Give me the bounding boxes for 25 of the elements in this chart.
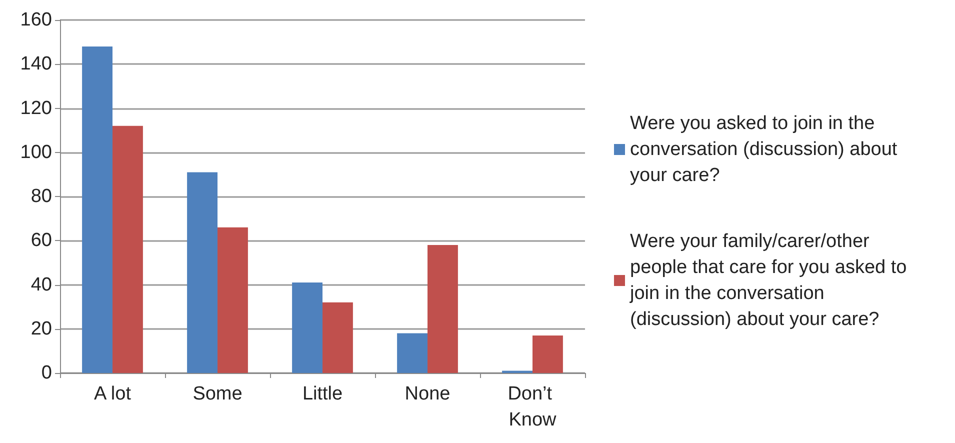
bar	[322, 302, 353, 373]
y-tick-label: 140	[20, 54, 52, 75]
bar	[218, 227, 248, 373]
legend-label: Were you asked to join in the conversation (discussion) about your care?	[630, 113, 902, 186]
bar	[532, 335, 563, 373]
bar	[397, 333, 428, 373]
x-tick-label: Little	[302, 384, 343, 404]
x-tick-label: Don’t Know	[508, 384, 558, 430]
legend-label: Were your family/carer/other people that care for you asked to join in the conversation (discussion) about your care?	[629, 231, 912, 330]
y-tick-label: 20	[30, 318, 52, 340]
bar	[82, 46, 112, 373]
y-tick-label: 80	[30, 186, 52, 207]
y-tick-label: 60	[30, 230, 52, 252]
bar	[187, 172, 218, 373]
x-tick-label: None	[404, 384, 450, 404]
bar	[112, 126, 143, 373]
y-tick-label: 160	[20, 10, 52, 30]
bar	[428, 245, 458, 373]
y-tick-label: 40	[30, 274, 52, 296]
x-tick-label: A lot	[94, 384, 132, 404]
bar	[292, 282, 322, 373]
y-tick-label: 0	[41, 362, 52, 384]
y-tick-label: 120	[20, 98, 52, 119]
y-tick-label: 100	[20, 142, 52, 163]
x-tick-label: Some	[192, 384, 242, 404]
